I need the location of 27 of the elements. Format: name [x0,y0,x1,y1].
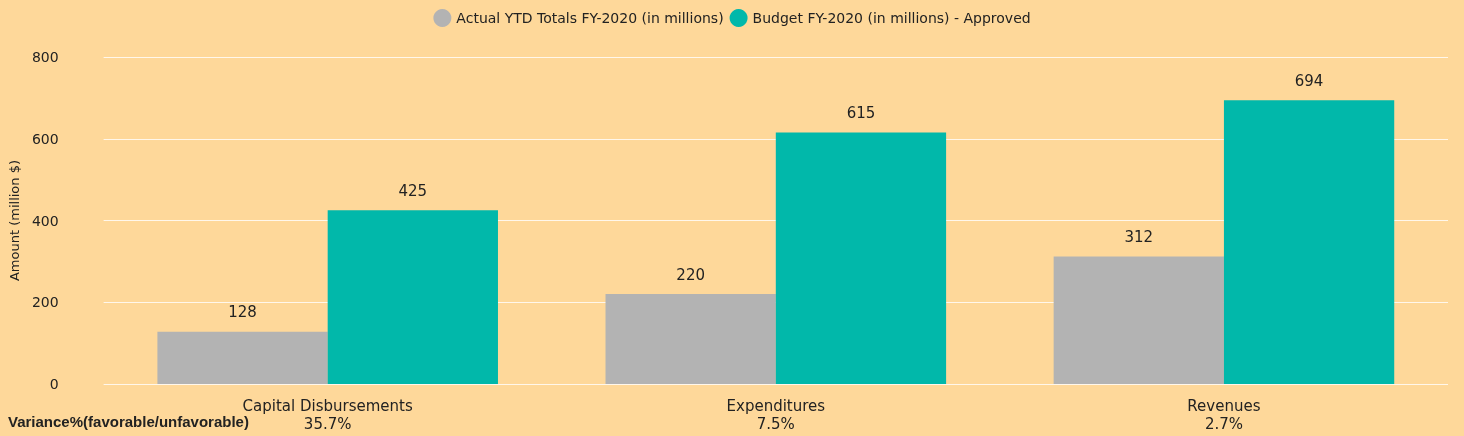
y-tick-label: 800 [31,49,59,65]
legend-label: Budget FY-2020 (in millions) - Approved [752,10,1031,26]
data-label: 312 [1124,227,1154,246]
y-tick-label: 0 [49,376,59,392]
text: Variance%(favorable/unfavorable) [8,413,249,430]
y-tick-label: 200 [31,294,59,311]
y-tick-label: 400 [31,212,59,229]
bar [775,132,947,384]
bar [327,210,498,384]
data-label: 615 [846,104,876,123]
y-tick-label: 600 [31,130,59,147]
x-tick-label: Capital Disbursements [242,396,413,415]
legend-label: Actual YTD Totals FY-2020 (in millions) [456,10,724,26]
data-label: 220 [676,265,705,284]
bar [605,294,776,384]
y-axis-title: Amount (million $) [7,159,22,282]
x-tick-label: Expenditures [726,396,826,415]
text: 35.7% [303,414,352,433]
data-label: 128 [228,303,257,322]
bar [1223,100,1395,384]
bar [1053,256,1224,384]
bar [157,331,328,384]
text: 2.7% [1204,414,1243,433]
text: 7.5% [756,414,795,433]
data-label: 694 [1294,71,1324,90]
data-label: 425 [398,181,428,200]
x-tick-label: Revenues [1187,396,1261,415]
